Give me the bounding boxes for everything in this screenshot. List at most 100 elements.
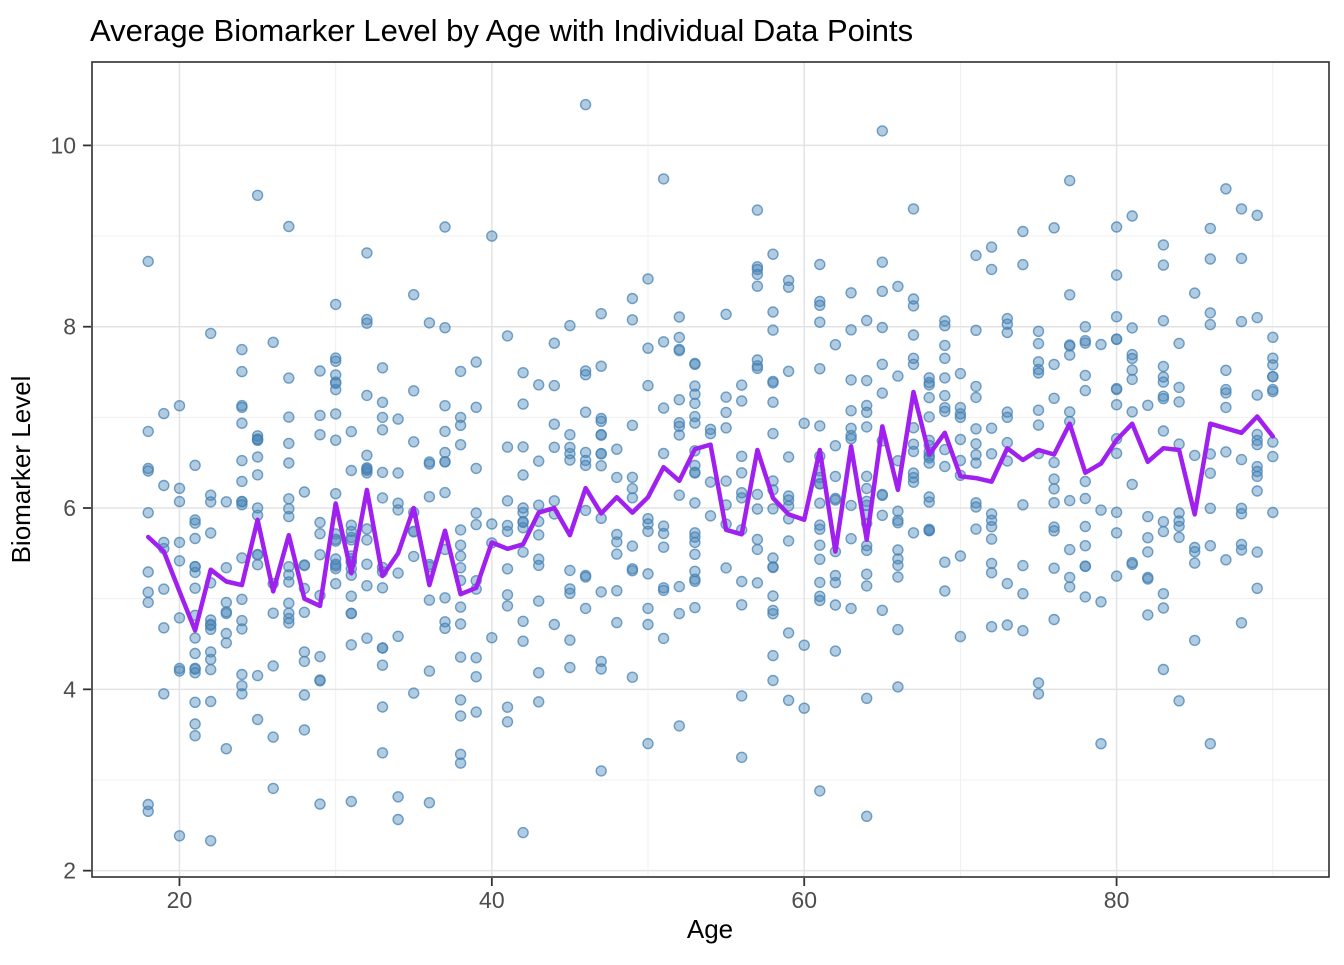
data-point: [595, 360, 607, 372]
data-point: [1063, 349, 1076, 361]
data-point: [892, 553, 904, 565]
data-point: [954, 367, 967, 380]
data-point: [486, 518, 498, 530]
data-point: [517, 469, 529, 481]
data-point: [1267, 352, 1279, 364]
data-point: [408, 550, 420, 563]
x-tick-label: 40: [479, 887, 505, 913]
data-point: [736, 379, 748, 391]
data-point: [861, 544, 873, 556]
data-point: [673, 417, 685, 429]
data-point: [1126, 348, 1138, 361]
data-point: [142, 465, 154, 477]
data-point: [673, 344, 685, 357]
data-point: [314, 674, 326, 686]
data-point: [689, 536, 701, 549]
data-point: [907, 471, 920, 484]
data-point: [1126, 322, 1138, 334]
data-point: [657, 632, 670, 645]
data-point: [939, 372, 951, 384]
data-point: [548, 418, 560, 430]
data-point: [1220, 387, 1232, 399]
data-point: [736, 751, 748, 763]
data-point: [1110, 447, 1123, 459]
data-point: [564, 587, 576, 599]
data-point: [595, 412, 607, 425]
data-point: [657, 402, 670, 414]
data-point: [1032, 363, 1045, 376]
data-point: [1048, 613, 1060, 626]
data-point: [767, 604, 779, 617]
data-point: [751, 503, 764, 515]
data-point: [142, 425, 154, 438]
data-point: [470, 462, 482, 475]
data-point: [1235, 203, 1248, 215]
data-point: [814, 258, 826, 271]
data-point: [251, 434, 264, 446]
data-point: [1032, 688, 1045, 700]
data-point: [657, 582, 670, 594]
data-point: [298, 606, 311, 618]
data-point: [673, 607, 685, 620]
data-point: [751, 533, 764, 546]
data-point: [579, 369, 592, 381]
data-point: [814, 316, 826, 328]
data-point: [751, 488, 764, 501]
data-point: [220, 606, 233, 618]
data-point: [626, 540, 639, 552]
data-point: [814, 539, 826, 551]
data-point: [376, 492, 389, 504]
data-point: [673, 580, 685, 593]
data-point: [251, 669, 264, 682]
data-point: [642, 379, 654, 392]
data-point: [892, 571, 904, 583]
data-point: [845, 374, 857, 386]
data-point: [829, 440, 842, 452]
data-point: [861, 692, 873, 704]
data-point: [642, 568, 654, 580]
data-point: [142, 596, 154, 609]
data-point: [1017, 588, 1029, 600]
data-point: [939, 405, 951, 418]
data-point: [173, 536, 186, 549]
data-point: [1126, 364, 1138, 376]
data-point: [829, 569, 842, 582]
data-point: [1048, 358, 1060, 371]
data-point: [564, 429, 576, 441]
data-point: [423, 797, 436, 809]
data-point: [236, 680, 248, 692]
data-point: [970, 449, 982, 461]
data-point: [361, 317, 373, 329]
data-point: [689, 527, 701, 539]
data-point: [251, 189, 264, 202]
data-point: [1204, 502, 1217, 514]
data-point: [814, 519, 826, 531]
data-point: [985, 508, 998, 520]
data-point: [626, 671, 639, 683]
data-point: [814, 497, 826, 509]
data-point: [1063, 571, 1076, 584]
data-point: [1267, 506, 1279, 519]
data-point: [1157, 425, 1170, 437]
data-point: [1204, 222, 1217, 235]
data-point: [985, 567, 998, 579]
data-point: [517, 502, 529, 514]
data-point: [1095, 338, 1107, 351]
data-point: [330, 488, 342, 500]
data-point: [611, 443, 623, 455]
data-point: [251, 548, 264, 561]
data-point: [814, 576, 826, 589]
data-point: [845, 602, 857, 615]
data-point: [1235, 508, 1248, 520]
data-point: [673, 489, 685, 501]
data-point: [985, 533, 998, 545]
data-point: [439, 592, 451, 604]
data-point: [595, 448, 607, 460]
data-point: [845, 429, 857, 442]
data-point: [876, 604, 888, 616]
data-point: [1173, 507, 1185, 519]
data-point: [1079, 520, 1092, 533]
data-point: [1251, 311, 1263, 324]
data-point: [283, 510, 295, 523]
data-point: [517, 635, 529, 647]
